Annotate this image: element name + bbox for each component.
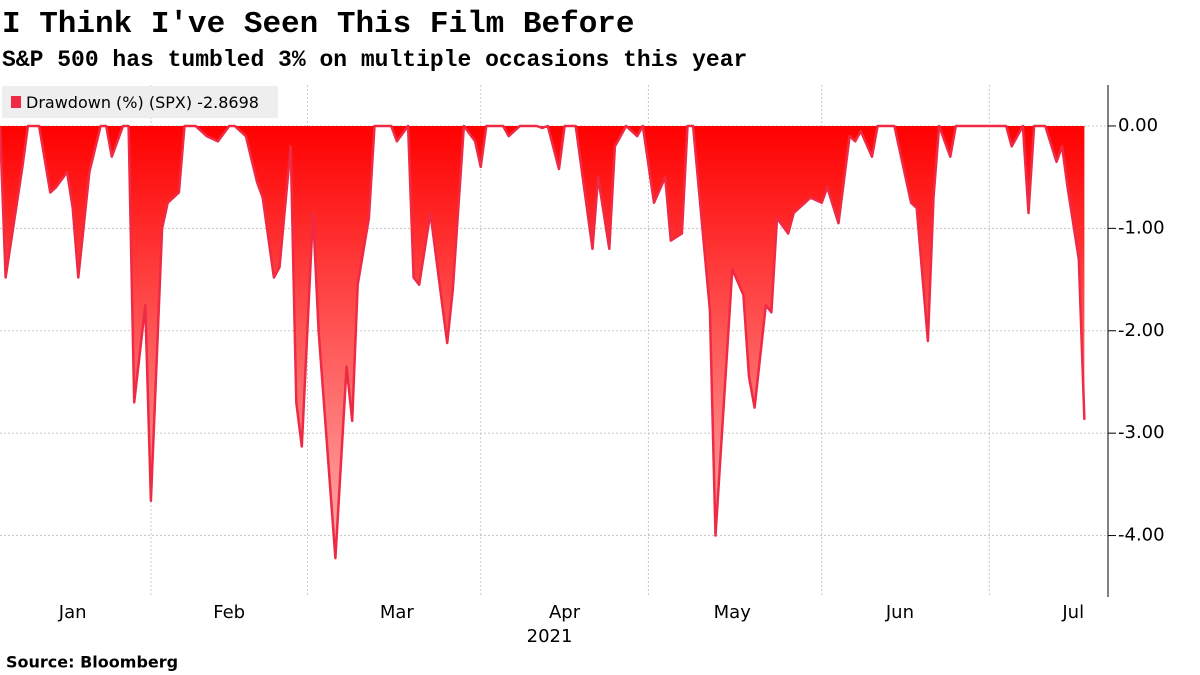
legend-swatch: [11, 96, 21, 108]
y-tick-label: -1.00: [1118, 217, 1165, 238]
legend-series-name: Drawdown (%) (SPX): [26, 93, 192, 112]
y-tick-label: -3.00: [1118, 422, 1165, 443]
x-tick-label: Jan: [58, 602, 87, 623]
axes: 0.00 -1.00 -2.00 -3.00 -4.00 Jan Feb Mar Apr May J…: [58, 85, 1165, 647]
y-tick-label: -2.00: [1118, 320, 1165, 341]
y-tick-label: 0.00: [1118, 115, 1158, 136]
chart-subtitle: S&P 500 has tumbled 3% on multiple occas…: [2, 47, 747, 73]
x-tick-label: Mar: [380, 602, 415, 623]
x-axis-label: 2021: [527, 626, 573, 647]
x-tick-label: Jul: [1061, 602, 1084, 623]
x-tick-label: Feb: [213, 602, 245, 623]
drawdown-line: [0, 124, 1086, 560]
area-fill: [0, 125, 1085, 559]
plot-area: [0, 124, 1086, 560]
chart-title: I Think I've Seen This Film Before: [2, 7, 635, 42]
x-tick-label: May: [714, 602, 752, 623]
y-tick-label: -4.00: [1118, 525, 1165, 546]
legend-label: Drawdown (%) (SPX) -2.8698: [26, 93, 259, 112]
legend-box: [2, 86, 278, 118]
legend-last-value: -2.8698: [197, 93, 259, 112]
legend: Drawdown (%) (SPX) -2.8698: [2, 86, 278, 118]
source: Source: Bloomberg: [6, 653, 178, 672]
x-tick-label: Jun: [885, 602, 914, 623]
x-tick-label: Apr: [549, 602, 581, 623]
